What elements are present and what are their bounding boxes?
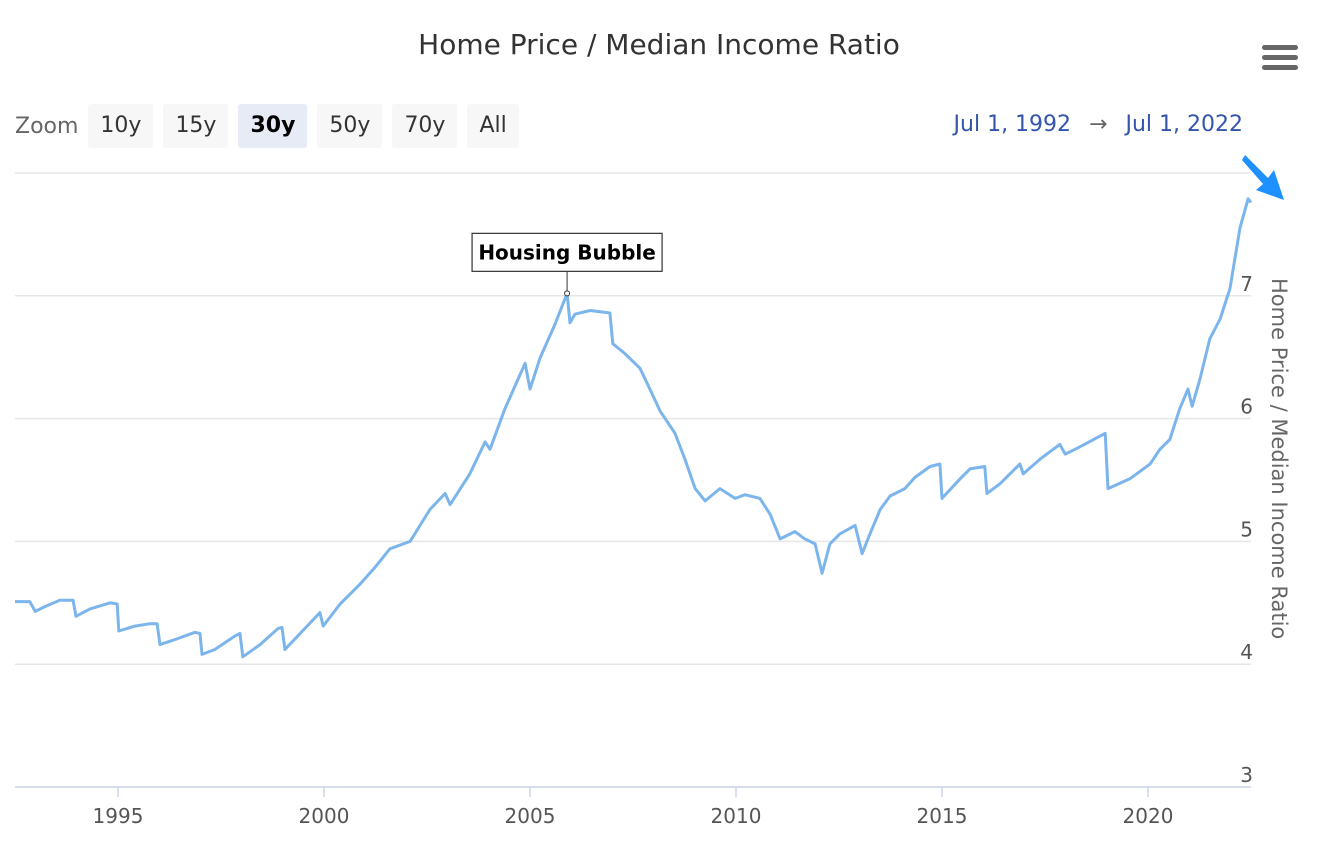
zoom-controls: Zoom 10y 15y 30y 50y 70y All <box>15 104 519 148</box>
hamburger-menu-icon[interactable] <box>1262 45 1298 73</box>
annotation-label: Housing Bubble <box>478 240 656 264</box>
range-from[interactable]: Jul 1, 1992 <box>953 112 1072 137</box>
y-tick-label: 3 <box>1240 763 1253 787</box>
chart-title: Home Price / Median Income Ratio <box>418 28 900 61</box>
x-tick-label: 2005 <box>505 804 556 828</box>
y-tick-label: 6 <box>1240 395 1253 419</box>
annotation-box <box>471 232 663 272</box>
y-tick-label: 5 <box>1240 517 1253 541</box>
x-tick-label: 2000 <box>299 804 350 828</box>
range-to[interactable]: Jul 1, 2022 <box>1125 112 1243 137</box>
x-tick-label: 2020 <box>1123 804 1174 828</box>
y-tick-label: 7 <box>1240 272 1253 296</box>
x-tick-label: 1995 <box>93 804 144 828</box>
range-arrow: → <box>1089 112 1108 137</box>
zoom-10y-button[interactable]: 10y <box>88 104 154 148</box>
date-range: Jul 1, 1992 → Jul 1, 2022 <box>954 112 1243 137</box>
x-tick-label: 2010 <box>711 804 762 828</box>
zoom-all-button[interactable]: All <box>467 104 519 148</box>
zoom-70y-button[interactable]: 70y <box>392 104 458 148</box>
y-axis-title: Home Price / Median Income Ratio <box>1267 278 1291 639</box>
series-line <box>15 197 1253 659</box>
zoom-30y-button[interactable]: 30y <box>238 104 308 148</box>
zoom-15y-button[interactable]: 15y <box>163 104 229 148</box>
zoom-label: Zoom <box>15 113 79 139</box>
x-tick-label: 2015 <box>917 804 968 828</box>
arrow-pointer-icon <box>1242 155 1284 200</box>
zoom-50y-button[interactable]: 50y <box>317 104 383 148</box>
annotation-point <box>564 290 571 297</box>
y-tick-label: 4 <box>1240 640 1253 664</box>
